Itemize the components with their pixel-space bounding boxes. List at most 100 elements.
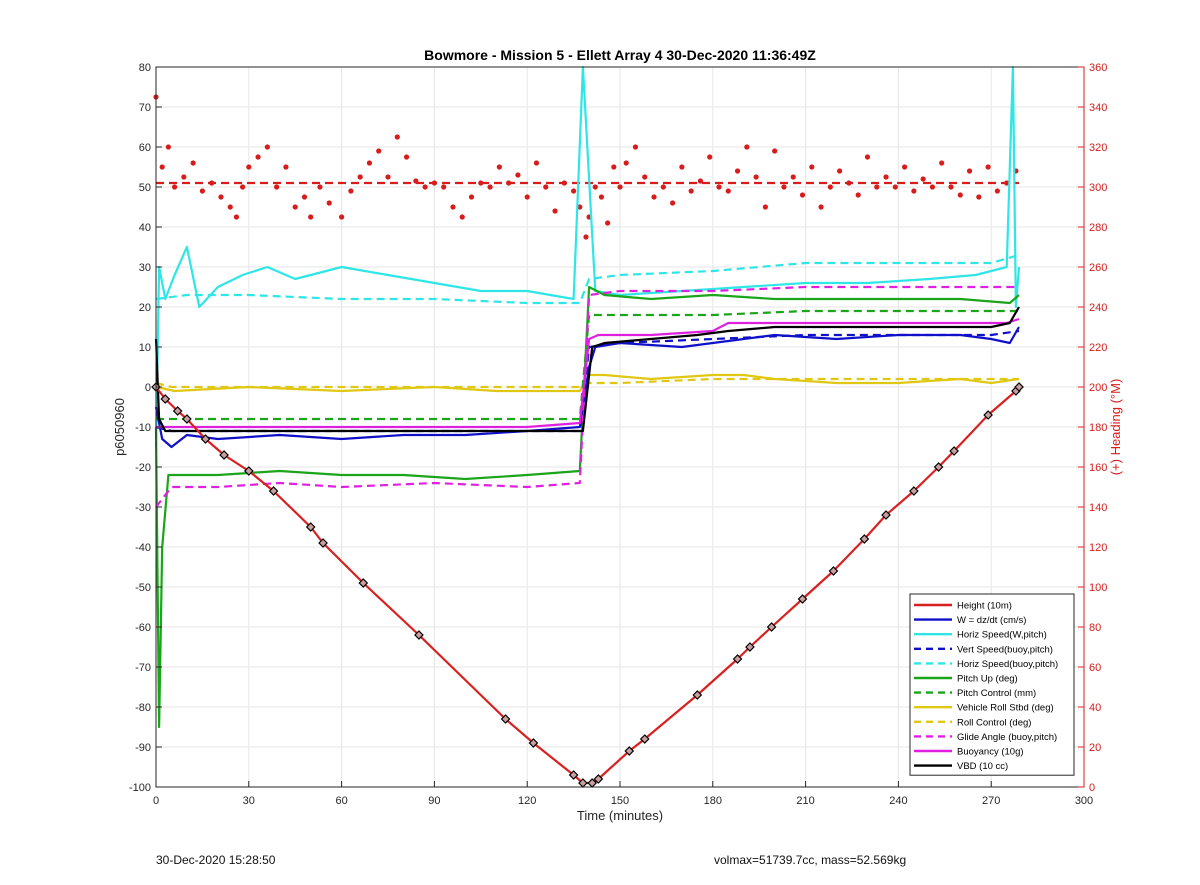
heading-point — [790, 174, 796, 180]
x-tick-label-1: 30 — [243, 795, 255, 807]
y-right-tick-label-15: 300 — [1089, 182, 1107, 194]
y-right-tick-label-3: 60 — [1089, 662, 1101, 674]
heading-point — [326, 200, 332, 206]
height-marker — [318, 538, 328, 548]
heading-point — [660, 184, 666, 190]
heading-point — [744, 144, 750, 150]
heading-point — [487, 184, 493, 190]
legend-label: W = dz/dt (cm/s) — [957, 615, 1026, 626]
height-marker — [358, 578, 369, 588]
legend-label: Horiz Speed(W,pitch) — [957, 630, 1047, 641]
y-right-tick-label-18: 360 — [1089, 62, 1107, 74]
heading-point — [809, 164, 815, 170]
height-marker — [828, 566, 839, 576]
series-vehicle-roll-stbd-deg — [155, 373, 1020, 393]
legend-label: Vert Speed(buoy,pitch) — [957, 644, 1053, 655]
heading-point — [669, 200, 676, 206]
heading-point — [468, 194, 475, 200]
heading-point — [592, 184, 598, 190]
y-left-tick-label-6: -40 — [135, 542, 151, 554]
legend-label: Pitch Control (mm) — [957, 688, 1036, 699]
heading-point — [623, 160, 629, 166]
y-axis-label-right: (+) Heading (°M) — [1108, 379, 1123, 476]
heading-point — [292, 204, 298, 210]
heading-point — [762, 204, 768, 210]
y-right-tick-label-14: 280 — [1089, 222, 1107, 234]
y-left-tick-label-5: -50 — [135, 582, 151, 594]
heading-point — [617, 184, 623, 190]
y-right-tick-label-11: 220 — [1089, 342, 1107, 354]
heading-point — [874, 184, 880, 190]
height-marker — [859, 534, 870, 544]
height-marker — [414, 630, 424, 640]
legend-label: Glide Angle (buoy,pitch) — [957, 732, 1057, 743]
height-marker — [219, 450, 229, 460]
x-tick-label-4: 120 — [518, 795, 536, 807]
heading-point — [939, 160, 945, 166]
heading-point — [199, 188, 205, 194]
heading-point — [966, 168, 973, 174]
heading-point — [227, 204, 233, 210]
height-marker — [909, 486, 919, 496]
heading-point — [753, 174, 759, 180]
y-left-tick-label-15: 50 — [139, 182, 151, 194]
x-tick-label-5: 150 — [611, 795, 629, 807]
heading-point — [552, 208, 558, 214]
heading-point — [911, 188, 917, 194]
y-left-tick-label-3: -70 — [135, 662, 151, 674]
y-right-tick-label-8: 160 — [1089, 462, 1107, 474]
heading-point — [707, 154, 713, 160]
heading-point — [376, 148, 382, 154]
heading-point — [240, 184, 246, 190]
height-marker — [182, 414, 192, 424]
heading-point — [339, 214, 345, 220]
height-marker — [268, 486, 279, 496]
heading-point — [264, 144, 270, 150]
heading-point — [734, 168, 741, 174]
heading-point — [901, 164, 908, 170]
height-marker — [639, 734, 650, 744]
y-left-tick-label-8: -20 — [135, 462, 151, 474]
heading-point — [864, 154, 871, 160]
y-right-tick-label-0: 0 — [1089, 782, 1095, 794]
heading-point — [385, 174, 391, 180]
y-left-tick-label-2: -80 — [135, 702, 151, 714]
heading-point — [233, 214, 240, 220]
heading-point — [171, 184, 178, 190]
height-marker — [578, 778, 588, 788]
heading-point — [994, 188, 1000, 194]
heading-point — [611, 164, 617, 170]
y-right-tick-label-1: 20 — [1089, 742, 1101, 754]
legend-label: Horiz Speed(buoy,pitch) — [957, 659, 1058, 670]
series-pitch-up-deg — [154, 285, 1020, 729]
y-right-tick-label-7: 140 — [1089, 502, 1107, 514]
height-marker — [732, 654, 743, 664]
height-marker — [500, 714, 511, 724]
heading-point — [632, 144, 639, 150]
legend-label: Buoyancy (10g) — [957, 747, 1024, 758]
height-marker — [797, 594, 808, 604]
y-left-tick-label-16: 60 — [139, 142, 151, 154]
heading-point — [688, 188, 694, 194]
x-tick-label-8: 240 — [889, 795, 907, 807]
heading-point — [283, 164, 289, 170]
series-vbd-10-cc — [154, 306, 1020, 433]
series-glide-angle-buoy-pitch — [155, 285, 1019, 508]
y-left-tick-label-1: -90 — [135, 742, 151, 754]
y-right-tick-label-5: 100 — [1089, 582, 1107, 594]
height-marker — [692, 690, 703, 700]
x-tick-label-3: 90 — [428, 795, 440, 807]
heading-point — [772, 148, 778, 154]
heading-point — [583, 234, 589, 240]
heading-point — [598, 194, 605, 200]
series-pitch-control-mm — [156, 309, 1019, 421]
heading-point — [855, 192, 861, 198]
heading-point — [799, 192, 806, 198]
heading-point — [837, 168, 843, 174]
height-marker — [881, 510, 891, 520]
heading-point — [441, 184, 447, 190]
heading-point — [218, 194, 224, 200]
legend-label: VBD (10 cc) — [957, 761, 1008, 772]
heading-point — [543, 184, 549, 190]
